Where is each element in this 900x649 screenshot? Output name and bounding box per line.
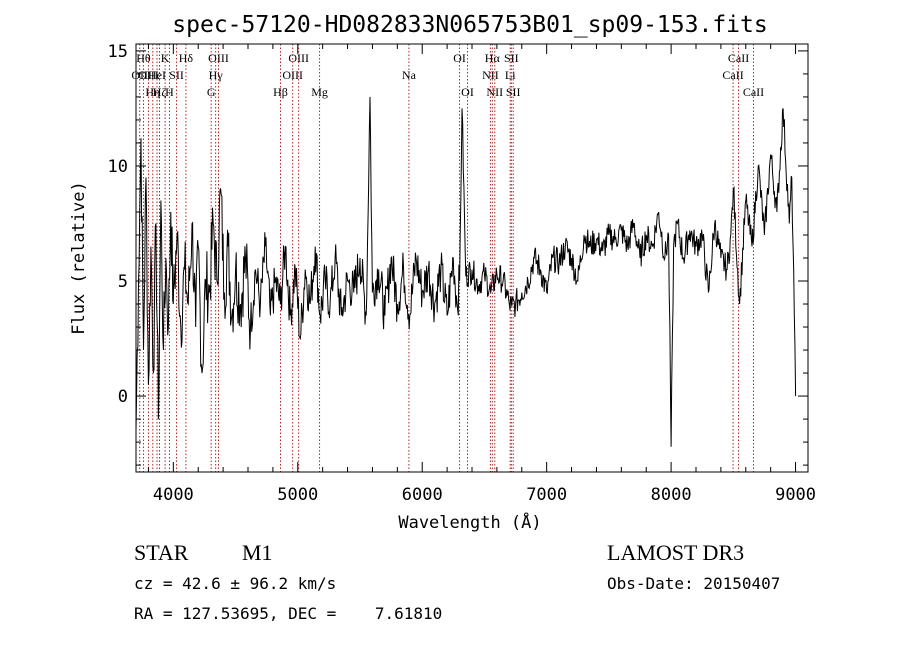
line-marker-label-15: OIII (288, 51, 309, 65)
line-marker-label-22: NII (486, 85, 503, 99)
line-marker-label-8: SII (169, 68, 184, 82)
y-axis-label: Flux (relative) (69, 181, 89, 335)
line-marker-label-3: Hη (145, 85, 160, 99)
y-tick-label-1: 5 (118, 272, 128, 292)
x-tick-label-0: 4000 (153, 485, 194, 505)
x-tick-label-2: 6000 (402, 485, 443, 505)
line-marker-label-17: Na (402, 68, 417, 82)
x-tick-label-1: 5000 (277, 485, 318, 505)
line-marker-label-12: OIII (208, 51, 229, 65)
line-marker-label-25: SII (506, 85, 521, 99)
line-marker-label-11: Hγ (209, 68, 224, 82)
x-axis-label: Wavelength (Å) (398, 511, 541, 533)
survey-name: LAMOST DR3 (607, 540, 745, 565)
spectral-line-markers (139, 44, 754, 472)
line-marker-label-14: OIII (282, 68, 303, 82)
line-marker-label-9: Hδ (179, 51, 194, 65)
redshift-readout: cz = 42.6 ± 96.2 km/s (134, 574, 337, 593)
line-marker-label-4: HeI (148, 68, 166, 82)
axis-ticks: 4000 5000 6000 7000 8000 9000 0 5 10 15 (108, 42, 817, 505)
object-subclass: M1 (242, 540, 273, 565)
line-marker-label-18: OI (453, 51, 466, 65)
x-tick-label-5: 9000 (775, 485, 816, 505)
line-marker-label-23: Li (505, 68, 516, 82)
y-tick-label-0: 0 (118, 387, 128, 407)
object-type: STAR (134, 540, 189, 565)
x-tick-label-3: 7000 (526, 485, 567, 505)
spectral-line-labels: OIIHθOIIIHηHeIHζKHSIIHδGHγOIIIHβOIIIOIII… (131, 51, 764, 99)
plot-frame (135, 43, 809, 473)
line-marker-label-6: K (161, 51, 170, 65)
obs-date: Obs-Date: 20150407 (607, 574, 781, 593)
y-tick-label-2: 10 (108, 157, 128, 177)
y-tick-label-3: 15 (108, 42, 128, 62)
line-marker-label-16: Mg (311, 85, 328, 99)
line-marker-label-10: G (207, 85, 216, 99)
line-marker-label-27: CaII (728, 51, 749, 65)
spectrum-series-line (135, 96, 797, 447)
line-marker-label-2: OIII (138, 68, 159, 82)
coordinates-readout: RA = 127.53695, DEC = 7.61810 (134, 604, 443, 623)
line-marker-label-24: SII (504, 51, 519, 65)
line-marker-label-28: CaII (743, 85, 764, 99)
line-marker-label-20: NII (482, 68, 499, 82)
line-marker-label-26: CaII (722, 68, 743, 82)
x-tick-label-4: 8000 (651, 485, 692, 505)
line-marker-label-7: H (165, 85, 174, 99)
line-marker-label-21: Hα (485, 51, 501, 65)
line-marker-label-19: OI (461, 85, 474, 99)
line-marker-label-13: Hβ (273, 85, 288, 99)
line-marker-label-1: Hθ (136, 51, 151, 65)
line-marker-label-5: Hζ (153, 85, 167, 99)
chart-title: spec-57120-HD082833N065753B01_sp09-153.f… (172, 12, 767, 38)
